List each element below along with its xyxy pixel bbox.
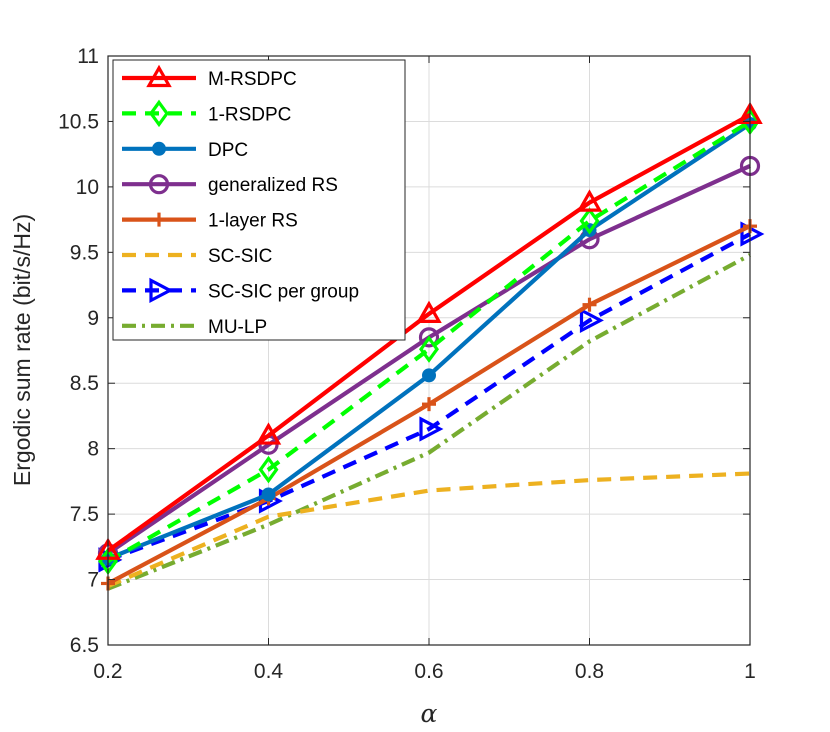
- series-line: [106, 119, 752, 564]
- data-point-diamond: [579, 207, 600, 235]
- legend-label: MU-LP: [208, 317, 267, 338]
- y-tick-label: 8: [87, 438, 99, 461]
- data-point-triangle-up: [255, 422, 282, 445]
- legend-label: M-RSDPC: [208, 69, 297, 90]
- data-point-diamond: [258, 455, 279, 484]
- legend-item: SC-SIC: [122, 246, 272, 267]
- data-point-circle-open: [418, 327, 440, 348]
- series-line: [107, 471, 751, 589]
- legend-label: SC-SIC per group: [208, 281, 359, 302]
- series-line: [107, 232, 751, 562]
- x-tick-label: 0.4: [254, 660, 284, 683]
- series-sc-sic: [107, 471, 751, 589]
- y-tick-label: 8.5: [70, 372, 99, 395]
- data-point-circle: [422, 368, 436, 383]
- data-point-circle: [261, 487, 276, 502]
- data-point-triangle-right: [579, 307, 604, 334]
- y-tick-label: 11: [77, 45, 99, 68]
- x-tick-label: 0.6: [414, 660, 443, 683]
- data-point-plus: [582, 297, 597, 312]
- ticks: 0.2 0.4 0.6 0.8 1 6.5 7 7.5 8 8.5 9 9.5 10 10.5 11: [58, 45, 756, 683]
- data-point-circle: [152, 141, 166, 156]
- legend-label: 1-layer RS: [208, 211, 298, 232]
- x-tick-label: 1: [744, 660, 756, 683]
- y-tick-label: 9.5: [70, 241, 99, 264]
- y-tick-label: 10.5: [58, 110, 99, 133]
- x-tick-label: 0.2: [93, 660, 122, 683]
- y-axis-title: Ergodic sum rate (bit/s/Hz): [9, 214, 35, 486]
- y-tick-label: 7.5: [70, 503, 99, 526]
- data-point-plus: [152, 212, 166, 227]
- y-tick-label: 9: [87, 307, 99, 330]
- series-m-rsdpc: [95, 101, 763, 560]
- legend-label: DPC: [208, 140, 248, 161]
- legend: M-RSDPC 1-RSDPC DPC generalized RS 1-layer R…: [112, 59, 406, 341]
- data-point-triangle-right: [149, 277, 174, 304]
- data-point-triangle-right: [419, 416, 444, 442]
- series-line: [106, 113, 752, 553]
- y-tick-label: 6.5: [70, 634, 99, 657]
- series-line: [107, 253, 751, 591]
- data-point-triangle-up: [146, 64, 172, 88]
- y-tick-label: 7: [87, 569, 99, 592]
- legend-item: generalized RS: [122, 174, 338, 196]
- x-tick-label: 0.8: [575, 660, 604, 683]
- legend-item: 1-layer RS: [122, 211, 298, 232]
- data-point-triangle-up: [416, 300, 442, 323]
- data-point-diamond: [419, 335, 439, 363]
- y-tick-label: 10: [76, 176, 99, 199]
- legend-label: 1-RSDPC: [208, 104, 291, 125]
- data-point-triangle-up: [576, 189, 603, 212]
- legend-item: M-RSDPC: [122, 64, 297, 90]
- data-point-diamond: [149, 99, 169, 128]
- legend-label: SC-SIC: [208, 246, 272, 267]
- data-point-plus: [422, 397, 436, 412]
- legend-item: MU-LP: [122, 317, 267, 338]
- legend-item: 1-RSDPC: [122, 99, 291, 128]
- legend-item: SC-SIC per group: [122, 277, 359, 304]
- series-mu-lp: [107, 253, 751, 591]
- legend-label: generalized RS: [208, 175, 338, 196]
- data-point-circle-open: [148, 174, 170, 195]
- legend-item: DPC: [122, 140, 248, 161]
- x-axis-title: α: [421, 699, 438, 728]
